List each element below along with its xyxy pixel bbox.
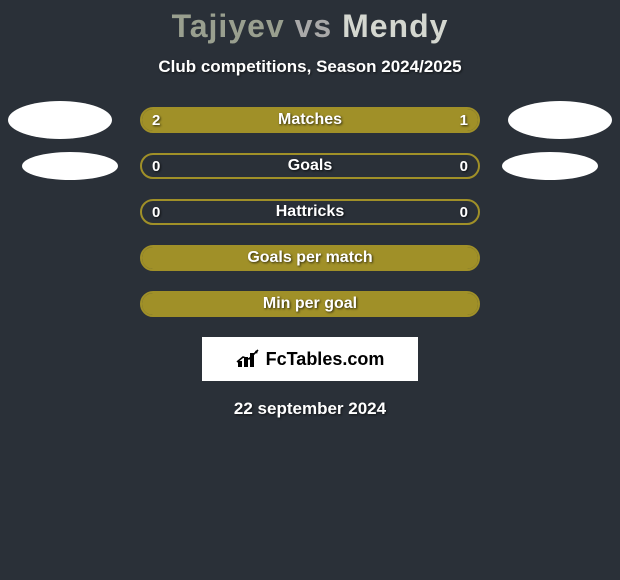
title: Tajiyev vs Mendy xyxy=(0,8,620,45)
stat-row: 00Goals xyxy=(0,153,620,179)
player2-avatar-placeholder xyxy=(508,101,612,139)
stat-bar: Min per goal xyxy=(140,291,480,317)
stat-label: Goals xyxy=(142,155,478,177)
stat-row: Min per goal xyxy=(0,291,620,317)
stat-label: Hattricks xyxy=(142,201,478,223)
stat-row: Goals per match xyxy=(0,245,620,271)
stat-bar: 00Hattricks xyxy=(140,199,480,225)
player2-name: Mendy xyxy=(342,8,448,44)
vs-text: vs xyxy=(295,8,333,44)
player1-name: Tajiyev xyxy=(172,8,285,44)
date: 22 september 2024 xyxy=(0,399,620,419)
player1-avatar-placeholder xyxy=(22,152,118,180)
brand-box: FcTables.com xyxy=(202,337,418,381)
brand-text: FcTables.com xyxy=(266,349,385,370)
stat-bar: 21Matches xyxy=(140,107,480,133)
bar-chart-icon xyxy=(236,349,262,369)
player1-avatar-placeholder xyxy=(8,101,112,139)
stat-bar: 00Goals xyxy=(140,153,480,179)
stat-row: 21Matches xyxy=(0,107,620,133)
stat-label: Goals per match xyxy=(142,247,478,269)
stat-rows: 21Matches 00Goals 00Hattricks Goals per mat… xyxy=(0,107,620,317)
comparison-infographic: Tajiyev vs Mendy Club competitions, Seas… xyxy=(0,0,620,419)
player2-avatar-placeholder xyxy=(502,152,598,180)
stat-label: Min per goal xyxy=(142,293,478,315)
stat-row: 00Hattricks xyxy=(0,199,620,225)
subtitle: Club competitions, Season 2024/2025 xyxy=(0,57,620,77)
stat-bar: Goals per match xyxy=(140,245,480,271)
stat-label: Matches xyxy=(142,109,478,131)
